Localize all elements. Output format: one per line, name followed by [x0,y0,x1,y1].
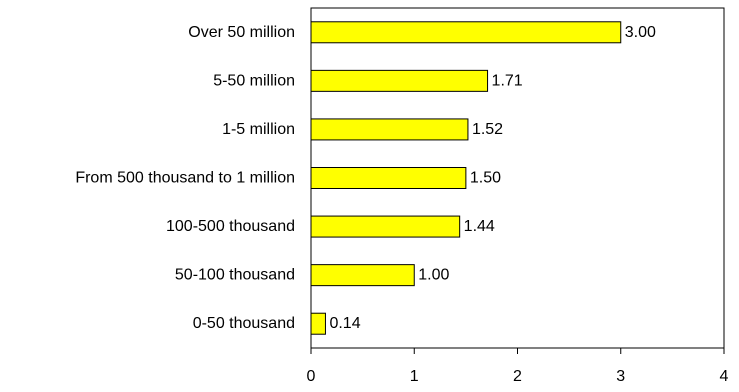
category-label: 100-500 thousand [166,218,295,235]
bars-group [310,21,622,335]
x-tick-label: 3 [616,368,625,385]
x-axis-ticks-group: 0 1 2 3 4 [307,348,729,385]
value-label: 1.00 [418,267,449,284]
x-tick-label: 0 [307,368,316,385]
category-labels-group: Over 50 million 5-50 million 1-5 million Fr… [75,24,295,332]
value-label: 1.52 [472,121,503,138]
bar [310,21,622,44]
bar [310,118,469,141]
x-tick-label: 4 [720,368,729,385]
value-label: 1.44 [464,218,495,235]
value-labels-group: 3.00 1.71 1.52 1.50 1.44 1.00 0.14 [329,24,656,332]
bar [310,167,467,189]
category-label: 0-50 thousand [193,315,295,332]
bar [310,69,489,92]
value-label: 0.14 [329,315,360,332]
x-tick-label: 2 [513,368,522,385]
value-label: 1.50 [470,170,501,187]
category-label: From 500 thousand to 1 million [75,170,295,187]
x-tick-label: 1 [410,368,419,385]
bar [310,215,461,238]
category-label: 5-50 million [213,72,295,89]
category-label: Over 50 million [188,24,295,41]
bar [310,264,415,287]
category-label: 1-5 million [222,121,295,138]
bar [310,312,326,335]
category-label: 50-100 thousand [175,267,295,284]
value-label: 3.00 [625,24,656,41]
value-label: 1.71 [492,72,523,89]
